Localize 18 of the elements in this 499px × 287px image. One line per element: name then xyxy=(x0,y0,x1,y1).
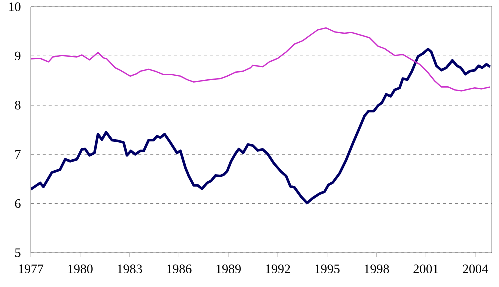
x-tick-label: 1986 xyxy=(167,264,192,274)
line-series xyxy=(31,48,492,205)
y-tick-label: 6 xyxy=(15,199,21,208)
y-tick-label: 10 xyxy=(9,2,21,12)
x-tick-label: 2001 xyxy=(414,264,438,274)
y-tick-label: 5 xyxy=(16,248,21,258)
x-tick-label: 1989 xyxy=(216,264,241,274)
x-tick-label: 2004 xyxy=(463,264,488,274)
y-tick-label: 7 xyxy=(16,150,21,159)
y-tick-label: 9 xyxy=(15,52,21,61)
x-tick-label: 1977 xyxy=(19,264,44,274)
x-tick-label: 1983 xyxy=(118,264,142,274)
x-tick-label: 1998 xyxy=(364,264,390,274)
x-tick-label: 1995 xyxy=(316,264,340,274)
line-series xyxy=(31,28,492,92)
y-tick-label: 8 xyxy=(15,101,21,110)
x-tick-label: 1992 xyxy=(266,264,290,274)
x-tick-label: 1980 xyxy=(68,264,93,274)
